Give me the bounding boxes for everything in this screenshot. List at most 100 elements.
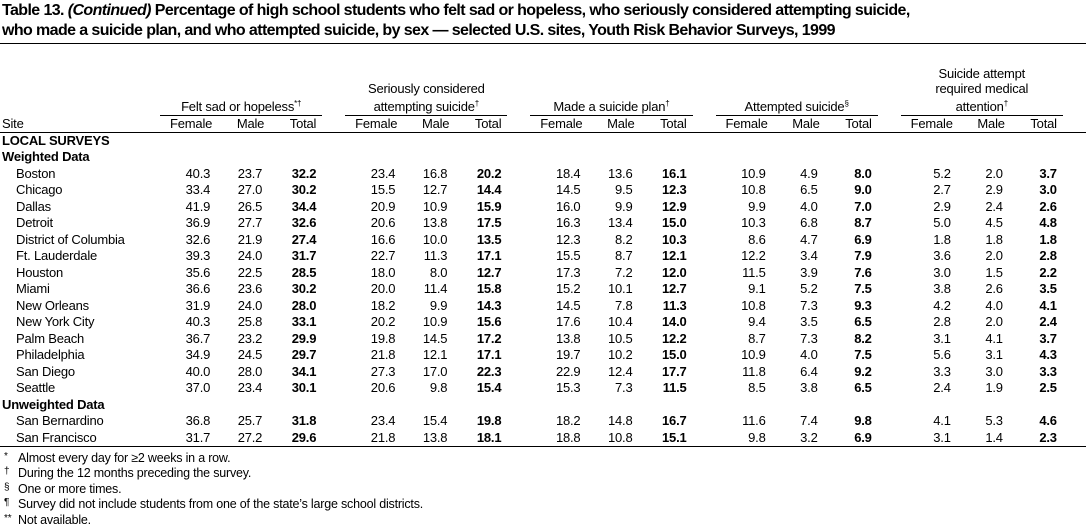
total-value: 30.2 [291,281,317,296]
value: 5.2 [933,165,951,181]
gap [878,166,901,183]
value: 4.1 [985,330,1003,346]
gap [1063,413,1086,430]
total-value: 32.6 [291,215,317,230]
value: 20.6 [370,380,396,395]
gap [693,380,716,397]
value: 16.6 [370,231,396,247]
value: 36.8 [185,413,211,428]
value: 3.0 [985,363,1003,379]
value: 27.7 [237,215,263,230]
footnotes: * Almost every day for ≥2 weeks in a row.… [0,447,1086,527]
gap [507,215,530,232]
gap [1063,199,1086,216]
value: 12.3 [555,231,581,247]
value: 16.0 [555,198,581,214]
gap [1063,182,1086,199]
gap [1063,331,1086,348]
value: 10.8 [741,297,766,313]
total-value: 17.2 [476,330,502,346]
value: 19.8 [370,330,396,346]
site-name: Houston [16,264,64,280]
footnote-mark: † [474,98,480,108]
value: 23.6 [237,281,263,296]
value: 34.9 [185,347,211,362]
header-gap [1063,44,1086,116]
value: 11.8 [742,363,766,379]
gap [507,248,530,265]
gap [507,166,530,183]
gap [878,347,901,364]
value: 36.7 [185,330,211,346]
gap [507,232,530,249]
gap [322,232,345,249]
site-name: New Orleans [16,297,89,313]
total-value: 15.0 [662,347,687,362]
group-header-line: Made a suicide plan [553,98,666,114]
total-value: 2.5 [1039,380,1057,395]
gap [693,166,716,183]
total-value: 7.9 [854,248,872,263]
sub-header: Female [715,115,774,133]
footnote: † During the 12 months preceding the surv… [4,465,1086,480]
title-number: Table 13. [2,2,64,19]
site-name: Seattle [16,380,56,395]
value: 19.7 [555,347,581,362]
value: 24.5 [237,347,263,362]
gap [507,298,530,315]
value: 8.6 [748,231,766,247]
value: 7.3 [615,380,633,395]
gap [507,281,530,298]
value: 15.5 [555,248,581,263]
group-header-label: Seriously considered attempting suicide† [345,81,508,116]
value: 10.3 [741,215,766,230]
sub-header: Total [825,115,878,133]
group-header-line: Felt sad or hopeless [181,98,295,114]
value: 22.5 [237,264,263,280]
value: 8.0 [429,264,448,280]
group-header: Made a suicide plan† [530,44,693,116]
group-header: Suicide attempt required medical attention… [900,44,1063,116]
value: 22.7 [370,248,396,263]
total-value: 34.4 [291,198,317,214]
total-value: 31.8 [291,413,317,428]
data-table: Felt sad or hopeless*† Seriously consider… [0,43,1086,447]
gap [693,331,716,348]
value: 7.3 [800,330,818,346]
gap [1063,364,1086,381]
footnote-text: During the 12 months preceding the surve… [18,466,252,481]
total-value: 4.3 [1039,347,1057,362]
total-value: 33.1 [291,314,317,329]
data-row: Houston 35.6 22.5 28.5 18.0 8.0 12.7 17.3 7.2 12.… [0,265,1086,282]
value: 2.7 [933,182,951,197]
total-value: 18.1 [455,429,508,447]
value: 3.8 [933,281,951,296]
data-row: Chicago 33.4 27.0 30.2 15.5 12.7 14.4 14.5 9.5 12… [0,182,1086,199]
data-row: San Bernardino 36.8 25.7 31.8 23.4 15.4 19.8 18… [0,413,1086,430]
total-value: 12.9 [662,198,687,214]
group-header-line: required medical [935,80,1029,96]
value: 10.8 [741,182,766,197]
total-value: 9.2 [854,363,872,379]
footnote-mark: ** [4,512,12,524]
header-gap [322,44,345,116]
value: 3.6 [933,248,951,263]
footnote-text: Not available. [18,512,91,527]
value: 3.1 [900,429,959,447]
value: 4.5 [985,215,1003,230]
total-value: 12.2 [662,330,687,346]
value: 23.4 [237,380,263,395]
value: 7.4 [800,413,818,428]
gap [507,413,530,430]
value: 18.0 [370,264,396,280]
total-value: 30.1 [291,380,317,395]
total-value: 16.7 [662,413,687,428]
total-value: 29.6 [270,429,323,447]
total-value: 13.5 [476,231,502,247]
gap [693,413,716,430]
footnote-mark: ¶ [4,497,10,509]
value: 24.0 [237,248,263,263]
sub-header: Male [218,115,271,133]
value: 33.4 [185,182,211,197]
